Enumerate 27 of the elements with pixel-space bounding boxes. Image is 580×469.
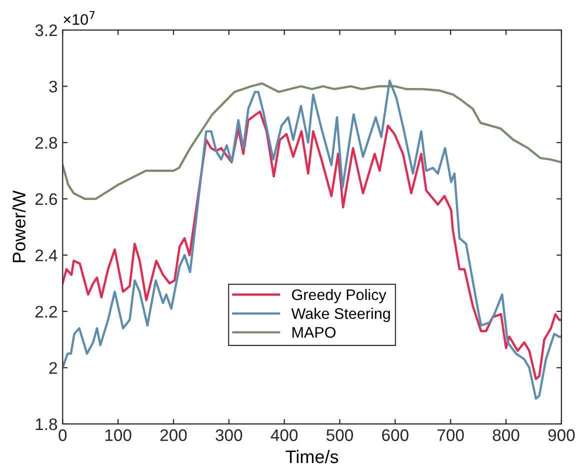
- y-axis-title: Power/W: [12, 190, 26, 262]
- y-tick-label: 3: [49, 80, 58, 92]
- x-tick-label: 100: [105, 429, 132, 442]
- line-series: [62, 110, 562, 380]
- y-tick-label: 2.2: [35, 306, 57, 318]
- x-axis-title: Time/s: [286, 450, 338, 464]
- x-tick-label: 0: [58, 429, 67, 442]
- x-tick-label: 500: [326, 429, 354, 442]
- text: ×10$^{7}$: [64, 11, 95, 25]
- x-tick-label: 700: [438, 429, 464, 442]
- legend-label: MAPO: [292, 327, 336, 338]
- legend-label: Greedy Policy: [292, 288, 386, 304]
- x-tick-label: 200: [160, 429, 187, 442]
- y-tick-label: 2.4: [35, 250, 58, 262]
- y-tick-label: 2: [49, 362, 57, 374]
- x-tick-label: 600: [382, 429, 408, 442]
- legend-label: Wake Steering: [291, 308, 390, 322]
- x-tick-label: 300: [216, 429, 242, 442]
- y-tick-label: 2.6: [35, 193, 58, 206]
- line-series: [62, 80, 562, 400]
- y-tick-label: 3.2: [35, 24, 57, 36]
- x-tick-label: 400: [270, 429, 298, 442]
- line-series: [62, 82, 562, 200]
- y-tick-label: 2.8: [35, 136, 58, 149]
- x-tick-label: 900: [548, 429, 575, 442]
- y-tick-label: 1.8: [36, 418, 58, 430]
- x-tick-label: 800: [492, 429, 520, 442]
